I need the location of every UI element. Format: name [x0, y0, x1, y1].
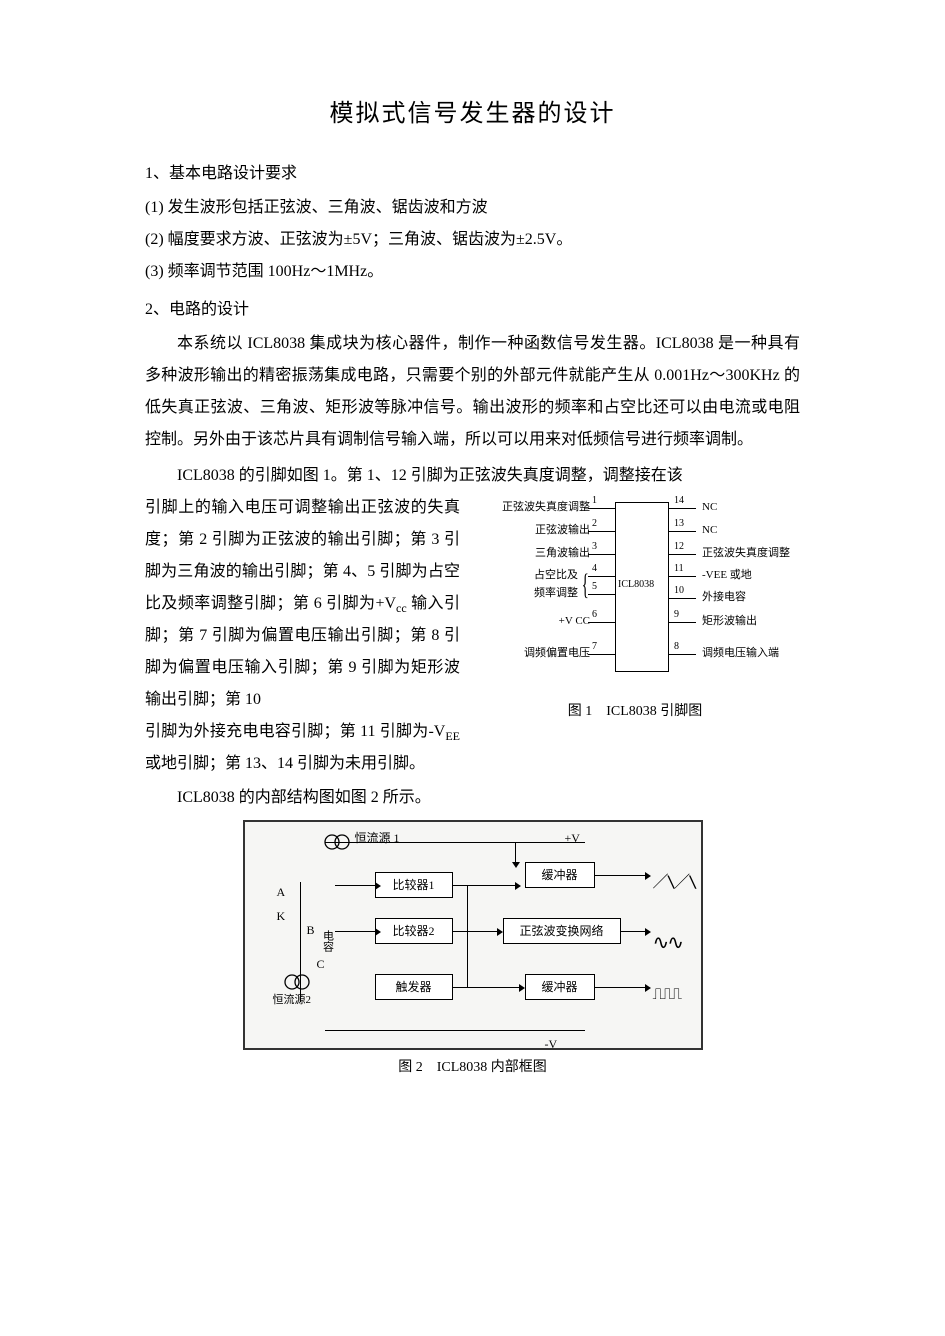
top-src-label: 恒流源 1 [355, 826, 400, 850]
src2-label: 恒流源2 [273, 994, 312, 1006]
req-item-2: (2) 幅度要求方波、正弦波为±5V；三角波、锯齿波为±2.5V。 [145, 224, 800, 256]
page-title: 模拟式信号发生器的设计 [145, 90, 800, 138]
pin-left-num-7: 7 [592, 642, 597, 652]
vee-sub: EE [445, 729, 460, 743]
pin-right-wire-12 [669, 554, 696, 555]
pin-left-label-4: 占空比及 [534, 570, 578, 581]
pin-left-wire-7 [588, 654, 615, 655]
section2-para1: 本系统以 ICL8038 集成块为核心器件，制作一种函数信号发生器。ICL803… [145, 328, 800, 456]
pin-left-num-5: 5 [592, 582, 597, 592]
wire-2 [335, 931, 375, 932]
figure-2-caption: 图 2 ICL8038 内部框图 [243, 1054, 703, 1082]
section2-para2-lead: ICL8038 的引脚如图 1。第 1、12 引脚为正弦波失真度调整，调整接在该 [145, 460, 800, 492]
pin-right-num-11: 11 [674, 564, 684, 574]
figure-1: ICL8038 { 正弦波失真度调整 1 正弦波输出 2 三角波输出 3 占空比… [470, 496, 800, 726]
brace-icon: { [582, 570, 589, 600]
pin-right-num-12: 12 [674, 542, 684, 552]
pin-right-label-11: -VEE 或地 [702, 570, 752, 581]
pin-right-label-8: 调频电压输入端 [702, 648, 779, 659]
block-buf2: 缓冲器 [525, 974, 595, 1000]
cap-label: 电容 [317, 930, 339, 952]
pin-right-wire-13 [669, 531, 696, 532]
minus-v-label: -V [545, 1032, 558, 1056]
current-source-1-icon [323, 832, 351, 852]
label-B: B [307, 918, 315, 942]
pin-right-num-13: 13 [674, 519, 684, 529]
pin-left-num-3: 3 [592, 542, 597, 552]
pin-right-label-13: NC [702, 525, 717, 536]
sine-wave-icon: ∿∿ [653, 922, 683, 962]
label-K: K [277, 904, 286, 928]
wire-3 [453, 885, 515, 886]
wire-vert [467, 885, 468, 987]
pin-left-wire-3 [588, 554, 615, 555]
pin-right-label-14: NC [702, 502, 717, 513]
current-source-2-icon [283, 972, 311, 992]
pin-left-label-6: +V CC [559, 616, 590, 627]
pin-right-num-9: 9 [674, 610, 679, 620]
figure-1-caption: 图 1 ICL8038 引脚图 [470, 698, 800, 726]
chip-label: ICL8038 [618, 580, 654, 590]
wire-5 [453, 987, 519, 988]
req-item-1: (1) 发生波形包括正弦波、三角波、锯齿波和方波 [145, 192, 800, 224]
pin-left-label-1: 正弦波失真度调整 [502, 502, 590, 513]
para2-tail-suffix: 或地引脚；第 13、14 引脚为未用引脚。 [145, 755, 425, 772]
pin-left-label-2: 正弦波输出 [535, 525, 590, 536]
pinout-diagram: ICL8038 { 正弦波失真度调整 1 正弦波输出 2 三角波输出 3 占空比… [470, 496, 800, 696]
pin-right-label-9: 矩形波输出 [702, 616, 757, 627]
out-1 [595, 875, 645, 876]
block-cmp2: 比较器2 [375, 918, 453, 944]
pin-right-wire-11 [669, 576, 696, 577]
pin-right-num-14: 14 [674, 496, 684, 506]
block-sine: 正弦波变换网络 [503, 918, 621, 944]
para2-tail-prefix: 引脚为外接充电电容引脚；第 11 引脚为-V [145, 723, 445, 740]
label-C: C [317, 952, 325, 976]
req-item-3: (3) 频率调节范围 100Hz～1MHz。 [145, 256, 800, 288]
figure-2: 恒流源 1 +V A K B C 电容 恒流源2 比较器1 比较器2 触发器 缓… [243, 820, 703, 1082]
block-buf1: 缓冲器 [525, 862, 595, 888]
pin-right-wire-9 [669, 622, 696, 623]
pin-right-num-8: 8 [674, 642, 679, 652]
label-A: A [277, 880, 286, 904]
pin-left-num-4: 4 [592, 564, 597, 574]
pin-right-wire-10 [669, 598, 696, 599]
pin-right-label-12: 正弦波失真度调整 [702, 548, 790, 559]
block-cmp1: 比较器1 [375, 872, 453, 898]
wire-1 [335, 885, 375, 886]
pin-left-label-3: 三角波输出 [535, 548, 590, 559]
section2-para3: ICL8038 的内部结构图如图 2 所示。 [145, 782, 800, 814]
pin-left-label-5: 频率调整 [534, 588, 578, 599]
pin-right-label-10: 外接电容 [702, 592, 746, 603]
pin-left-num-2: 2 [592, 519, 597, 529]
pin-left-num-6: 6 [592, 610, 597, 620]
pin-left-wire-4 [588, 576, 615, 577]
pin-left-label-7: 调频偏置电压 [524, 648, 590, 659]
pin-right-num-10: 10 [674, 586, 684, 596]
out-2 [621, 931, 645, 932]
block-diagram: 恒流源 1 +V A K B C 电容 恒流源2 比较器1 比较器2 触发器 缓… [243, 820, 703, 1050]
bottom-rail [325, 1030, 585, 1031]
pin-left-wire-2 [588, 531, 615, 532]
plus-v-label: +V [565, 826, 580, 850]
pin-right-wire-14 [669, 508, 696, 509]
pin-left-wire-6 [588, 622, 615, 623]
pin-right-wire-8 [669, 654, 696, 655]
out-3 [595, 987, 645, 988]
wire-4 [453, 931, 497, 932]
section2-heading: 2、电路的设计 [145, 294, 800, 326]
block-trig: 触发器 [375, 974, 453, 1000]
pin-left-wire-1 [588, 508, 615, 509]
section1-heading: 1、基本电路设计要求 [145, 158, 800, 190]
vcc-sub: cc [396, 601, 407, 615]
triangle-wave-icon: ／\／\ [653, 866, 696, 898]
pin-left-wire-5 [588, 594, 615, 595]
wire-3b [515, 842, 516, 862]
pin-left-num-1: 1 [592, 496, 597, 506]
square-wave-icon: ⎍⎍⎍ [653, 978, 681, 1010]
